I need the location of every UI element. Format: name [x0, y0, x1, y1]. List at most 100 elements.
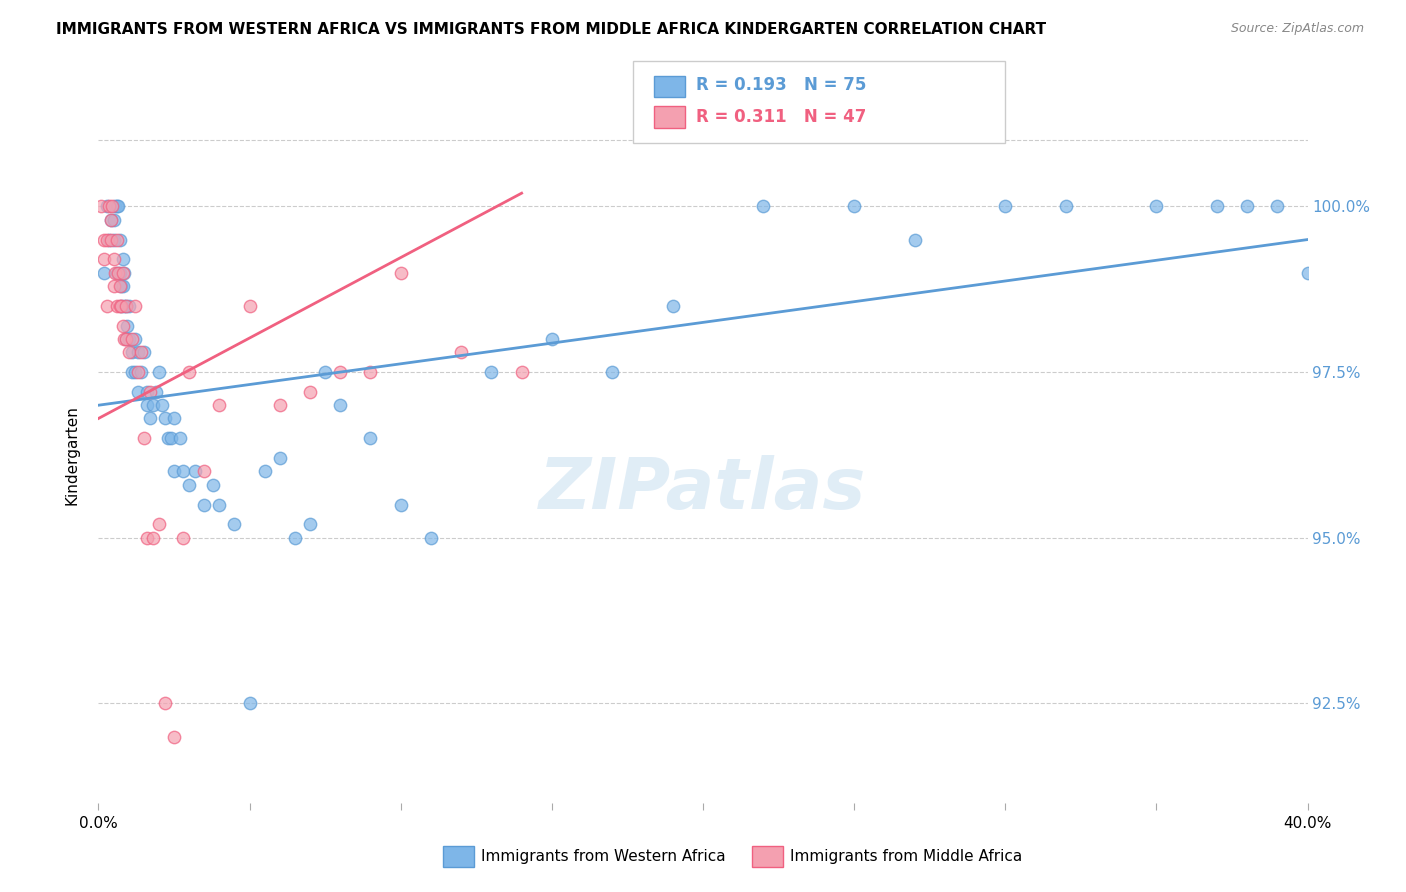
Point: [142, 531, 165, 545]
Point: [184, 465, 207, 479]
Point: [510, 365, 533, 379]
Point: [139, 411, 162, 425]
Point: [121, 365, 143, 379]
Point: [193, 465, 215, 479]
Point: [1054, 199, 1077, 213]
Point: [118, 345, 141, 359]
Point: [112, 266, 135, 280]
Point: [103, 279, 125, 293]
Point: [93, 266, 115, 280]
Point: [129, 365, 152, 379]
Point: [100, 212, 122, 227]
Point: [96, 233, 118, 247]
Point: [208, 498, 231, 512]
Point: [98, 233, 121, 247]
Point: [148, 517, 170, 532]
Point: [98, 199, 121, 213]
Point: [93, 233, 115, 247]
Point: [481, 365, 503, 379]
Point: [132, 345, 155, 359]
Point: [239, 299, 262, 313]
Point: [135, 531, 157, 545]
Point: [112, 299, 135, 313]
Point: [172, 531, 194, 545]
Point: [208, 398, 231, 412]
Point: [114, 299, 136, 313]
Point: [107, 266, 129, 280]
Y-axis label: Kindergarten: Kindergarten: [65, 405, 80, 505]
Point: [135, 398, 157, 412]
Point: [105, 299, 128, 313]
Point: [752, 199, 775, 213]
Point: [103, 233, 125, 247]
Point: [150, 398, 173, 412]
Point: [420, 531, 443, 545]
Point: [329, 398, 352, 412]
Point: [104, 199, 127, 213]
Point: [450, 345, 472, 359]
Point: [156, 431, 179, 445]
Point: [105, 233, 128, 247]
Point: [108, 279, 131, 293]
Point: [1146, 199, 1168, 213]
Point: [329, 365, 352, 379]
Point: [127, 365, 149, 379]
Point: [299, 384, 322, 399]
Point: [111, 318, 134, 333]
Point: [239, 697, 262, 711]
Point: [145, 384, 167, 399]
Point: [139, 384, 162, 399]
Point: [114, 332, 136, 346]
Point: [253, 465, 276, 479]
Text: Immigrants from Middle Africa: Immigrants from Middle Africa: [790, 849, 1022, 863]
Point: [163, 411, 186, 425]
Point: [103, 252, 125, 267]
Point: [153, 411, 176, 425]
Point: [96, 299, 118, 313]
Text: R = 0.193   N = 75: R = 0.193 N = 75: [696, 76, 866, 94]
Point: [1267, 199, 1289, 213]
Point: [108, 266, 131, 280]
Text: 40.0%: 40.0%: [1284, 816, 1331, 831]
Point: [105, 199, 128, 213]
Point: [96, 199, 118, 213]
Text: R = 0.311   N = 47: R = 0.311 N = 47: [696, 108, 866, 126]
Point: [389, 266, 412, 280]
Point: [602, 365, 624, 379]
Point: [121, 332, 143, 346]
Point: [124, 299, 146, 313]
Text: 0.0%: 0.0%: [79, 816, 118, 831]
Point: [135, 384, 157, 399]
Point: [104, 266, 127, 280]
Point: [111, 279, 134, 293]
Point: [284, 531, 307, 545]
Point: [127, 345, 149, 359]
Point: [163, 730, 186, 744]
Point: [169, 431, 191, 445]
Point: [153, 697, 176, 711]
Point: [103, 212, 125, 227]
Point: [121, 345, 143, 359]
Point: [110, 299, 132, 313]
Point: [124, 365, 146, 379]
Point: [118, 299, 141, 313]
Point: [202, 477, 225, 491]
Point: [193, 498, 215, 512]
Point: [541, 332, 564, 346]
Point: [111, 252, 134, 267]
Point: [160, 431, 183, 445]
Point: [1206, 199, 1229, 213]
Point: [844, 199, 866, 213]
Point: [90, 199, 112, 213]
Text: Source: ZipAtlas.com: Source: ZipAtlas.com: [1230, 22, 1364, 36]
Point: [148, 365, 170, 379]
Point: [110, 279, 132, 293]
Text: Immigrants from Western Africa: Immigrants from Western Africa: [481, 849, 725, 863]
Point: [360, 365, 382, 379]
Point: [112, 332, 135, 346]
Point: [269, 398, 291, 412]
Point: [101, 199, 124, 213]
Point: [269, 451, 291, 466]
Point: [1296, 266, 1319, 280]
Point: [179, 365, 201, 379]
